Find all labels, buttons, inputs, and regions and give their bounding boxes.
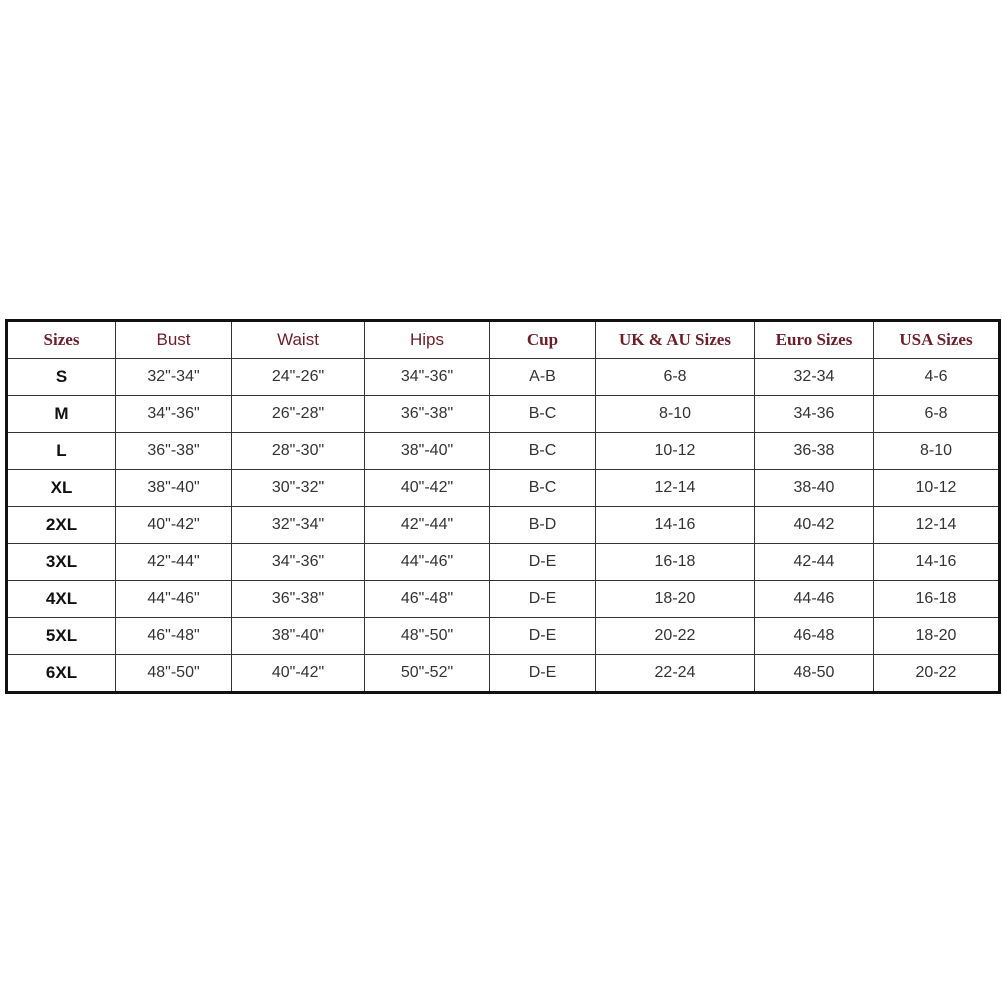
table-cell: B-C xyxy=(489,469,596,507)
table-cell: 38"-40" xyxy=(115,469,232,507)
table-cell: 34"-36" xyxy=(231,543,365,581)
table-cell: 6-8 xyxy=(595,358,755,396)
table-cell: 28"-30" xyxy=(231,432,365,470)
table-cell: B-C xyxy=(489,395,596,433)
table-cell: B-C xyxy=(489,432,596,470)
table-cell: 10-12 xyxy=(595,432,755,470)
table-cell: 36"-38" xyxy=(364,395,490,433)
size-label: 4XL xyxy=(6,580,116,618)
table-cell: 40-42 xyxy=(754,506,874,544)
table-cell: 48"-50" xyxy=(115,654,232,693)
column-header: Euro Sizes xyxy=(754,320,874,359)
table-cell: 42"-44" xyxy=(115,543,232,581)
table-cell: 36-38 xyxy=(754,432,874,470)
table-cell: 12-14 xyxy=(873,506,1000,544)
table-cell: 20-22 xyxy=(873,654,1000,693)
table-cell: 34"-36" xyxy=(364,358,490,396)
header-row: Sizes Bust Waist Hips Cup UK & AU Sizes Euro S… xyxy=(6,320,1000,359)
size-label: 3XL xyxy=(6,543,116,581)
table-cell: 48-50 xyxy=(754,654,874,693)
table-cell: 40"-42" xyxy=(115,506,232,544)
table-cell: 46"-48" xyxy=(115,617,232,655)
table-row: 5XL 46"-48" 38"-40" 48"-50" D-E 20-22 46-48 18-… xyxy=(6,617,1000,655)
table-cell: 34-36 xyxy=(754,395,874,433)
table-cell: 46-48 xyxy=(754,617,874,655)
table-cell: 40"-42" xyxy=(231,654,365,693)
table-cell: 44"-46" xyxy=(364,543,490,581)
table-cell: 18-20 xyxy=(595,580,755,618)
table-cell: D-E xyxy=(489,580,596,618)
table-row: 6XL 48"-50" 40"-42" 50"-52" D-E 22-24 48-50 20-… xyxy=(6,654,1000,693)
table-cell: 14-16 xyxy=(873,543,1000,581)
table-row: XL 38"-40" 30"-32" 40"-42" B-C 12-14 38-40 10-1… xyxy=(6,469,1000,507)
table-cell: 18-20 xyxy=(873,617,1000,655)
column-header: Hips xyxy=(364,320,490,359)
table-cell: 8-10 xyxy=(873,432,1000,470)
size-label: S xyxy=(6,358,116,396)
table-cell: 26"-28" xyxy=(231,395,365,433)
table-cell: 30"-32" xyxy=(231,469,365,507)
size-label: 5XL xyxy=(6,617,116,655)
size-label: XL xyxy=(6,469,116,507)
table-cell: 14-16 xyxy=(595,506,755,544)
table-row: M 34"-36" 26"-28" 36"-38" B-C 8-10 34-36 6-8 xyxy=(6,395,1000,433)
table-row: 2XL 40"-42" 32"-34" 42"-44" B-D 14-16 40-42 12-… xyxy=(6,506,1000,544)
table-cell: 44-46 xyxy=(754,580,874,618)
column-header: Bust xyxy=(115,320,232,359)
size-label: 2XL xyxy=(6,506,116,544)
table-cell: 4-6 xyxy=(873,358,1000,396)
table-cell: 42-44 xyxy=(754,543,874,581)
table-cell: 8-10 xyxy=(595,395,755,433)
table-row: S 32"-34" 24"-26" 34"-36" A-B 6-8 32-34 4-6 xyxy=(6,358,1000,396)
column-header: Waist xyxy=(231,320,365,359)
table-cell: 6-8 xyxy=(873,395,1000,433)
table-cell: D-E xyxy=(489,654,596,693)
column-header: USA Sizes xyxy=(873,320,1000,359)
table-cell: B-D xyxy=(489,506,596,544)
column-header: UK & AU Sizes xyxy=(595,320,755,359)
table-cell: 24"-26" xyxy=(231,358,365,396)
table-row: 3XL 42"-44" 34"-36" 44"-46" D-E 16-18 42-44 14-… xyxy=(6,543,1000,581)
table-cell: A-B xyxy=(489,358,596,396)
table-cell: 16-18 xyxy=(595,543,755,581)
table-row: 4XL 44"-46" 36"-38" 46"-48" D-E 18-20 44-46 16-… xyxy=(6,580,1000,618)
table-cell: 32"-34" xyxy=(115,358,232,396)
table-cell: 38"-40" xyxy=(364,432,490,470)
table-cell: 34"-36" xyxy=(115,395,232,433)
table-cell: D-E xyxy=(489,543,596,581)
size-label: M xyxy=(6,395,116,433)
table-cell: 32"-34" xyxy=(231,506,365,544)
table-cell: 36"-38" xyxy=(231,580,365,618)
column-header: Cup xyxy=(489,320,596,359)
table-cell: 46"-48" xyxy=(364,580,490,618)
table-cell: 50"-52" xyxy=(364,654,490,693)
table-cell: 22-24 xyxy=(595,654,755,693)
size-label: 6XL xyxy=(6,654,116,693)
table-cell: 42"-44" xyxy=(364,506,490,544)
size-label: L xyxy=(6,432,116,470)
table-cell: 10-12 xyxy=(873,469,1000,507)
table-cell: 36"-38" xyxy=(115,432,232,470)
table-cell: 20-22 xyxy=(595,617,755,655)
size-chart-table: Sizes Bust Waist Hips Cup UK & AU Sizes Euro S… xyxy=(5,319,1001,694)
table-cell: 16-18 xyxy=(873,580,1000,618)
table-row: L 36"-38" 28"-30" 38"-40" B-C 10-12 36-38 8-10 xyxy=(6,432,1000,470)
table-cell: 12-14 xyxy=(595,469,755,507)
table-cell: 38"-40" xyxy=(231,617,365,655)
table-cell: D-E xyxy=(489,617,596,655)
table-cell: 38-40 xyxy=(754,469,874,507)
table-cell: 44"-46" xyxy=(115,580,232,618)
table-cell: 32-34 xyxy=(754,358,874,396)
table-cell: 40"-42" xyxy=(364,469,490,507)
column-header: Sizes xyxy=(6,320,116,359)
table-cell: 48"-50" xyxy=(364,617,490,655)
